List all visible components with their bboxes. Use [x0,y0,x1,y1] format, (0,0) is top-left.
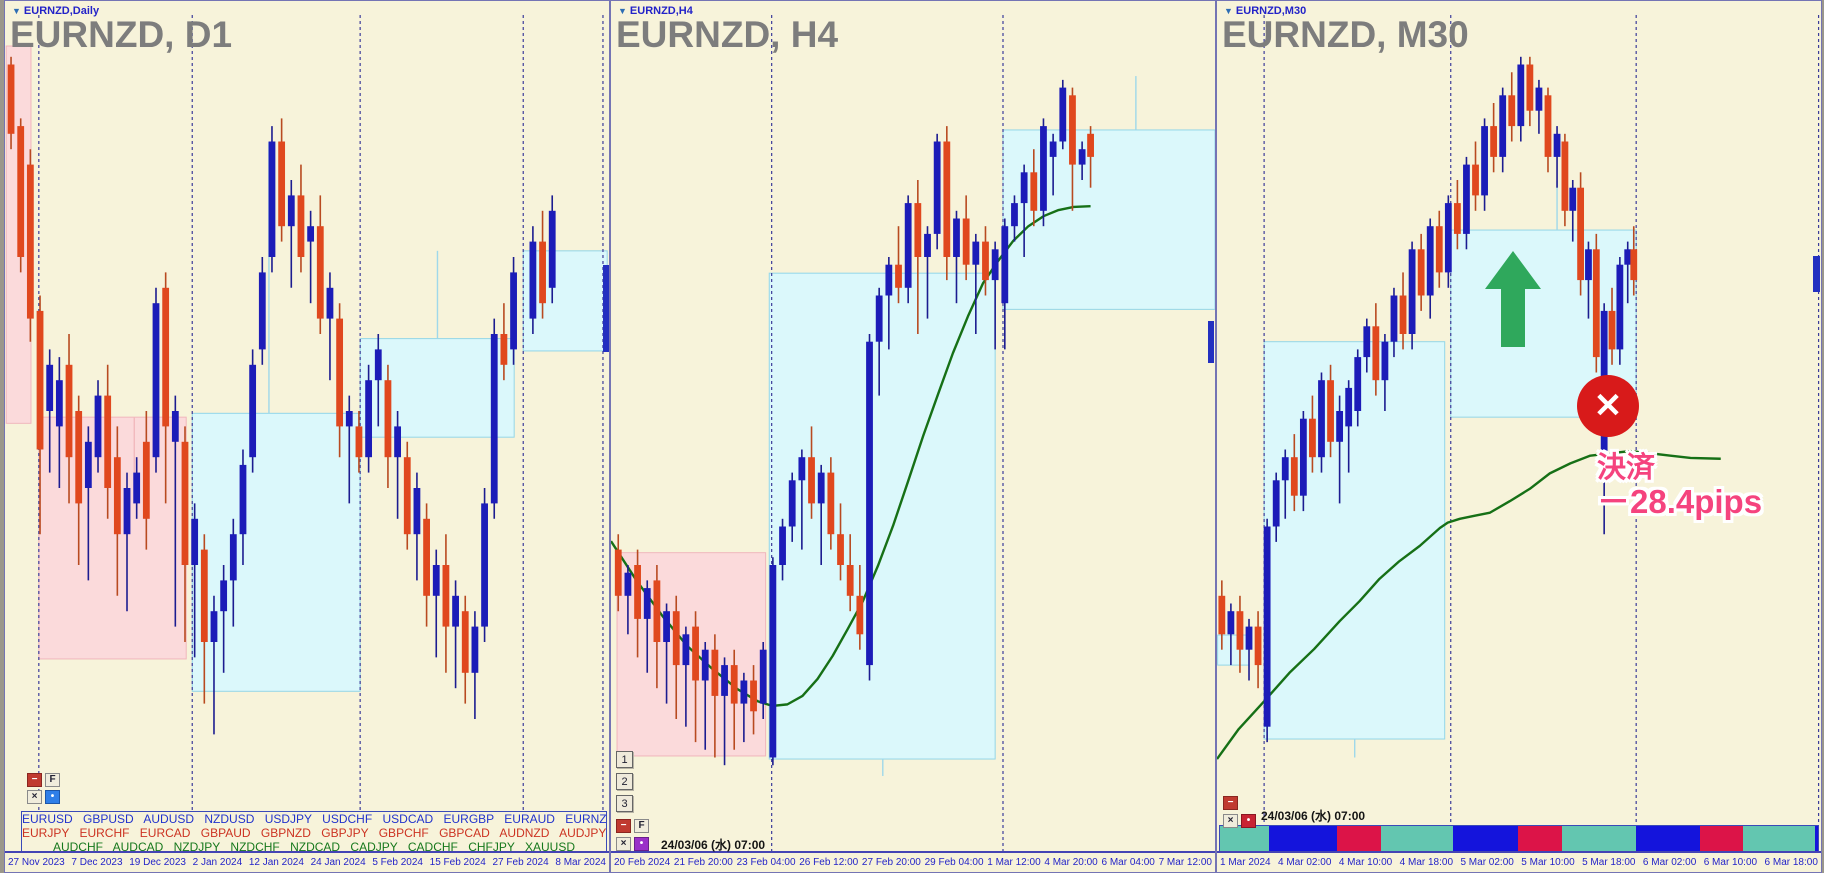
cursor-timestamp: 24/03/06 (水) 07:00 [661,838,766,852]
axis-date-label: 27 Feb 2024 [492,857,549,868]
axis-date-label: 4 Mar 02:00 [1278,857,1332,868]
chart-tab-label: EURNZD,M30 [1235,5,1307,17]
axis-date-label: 27 Feb 20:00 [861,857,921,868]
axis-date-label: 23 Feb 04:00 [736,857,796,868]
fit-button[interactable]: F [634,819,649,833]
candlestick-chart-d1[interactable] [5,1,609,853]
axis-date-label: 7 Mar 12:00 [1158,857,1212,868]
date-axis-m30: 1 Mar 2024 4 Mar 02:00 4 Mar 10:00 4 Mar 18… [1217,851,1821,872]
axis-date-label: 15 Feb 2024 [429,857,486,868]
axis-date-label: 4 Mar 18:00 [1399,857,1454,868]
chevron-down-icon: ▼ [1224,6,1233,16]
collapse-button[interactable]: − [1223,796,1238,810]
chart-panel-h4: ▼ EURNZD,H4 EURNZD, H4 1 2 3 − F × • 24/0… [610,0,1216,873]
axis-date-label: 21 Feb 20:00 [673,857,733,868]
trend-segment-teal [1742,826,1815,851]
buy-entry-arrow-icon [1485,251,1541,347]
chart-title-h4: EURNZD, H4 [616,14,839,55]
axis-date-label: 5 Mar 02:00 [1460,857,1514,868]
axis-date-label: 2 Jan 2024 [192,857,243,868]
axis-date-label: 4 Mar 20:00 [1044,857,1098,868]
trend-segment-red [1517,826,1563,851]
pair-row-majors: EURUSD GBPUSD AUDUSD NZDUSD USDJPY USDCH… [22,812,607,826]
candlestick-chart-m30[interactable] [1217,1,1821,825]
marker-button-purple[interactable]: • [634,837,649,851]
date-axis-d1: 27 Nov 2023 7 Dec 2023 19 Dec 2023 2 Jan 20… [5,851,609,872]
trend-segment-red [1699,826,1743,851]
chart-title-d1: EURNZD, D1 [10,14,233,55]
axis-date-label: 26 Feb 12:00 [799,857,859,868]
collapse-button[interactable]: − [616,819,631,833]
close-icon[interactable]: × [27,790,42,804]
axis-date-label: 24 Jan 2024 [310,857,366,868]
pair-row-crosses: EURJPY EURCHF EURCAD GBPAUD GBPNZD GBPJP… [22,826,607,840]
axis-date-label: 8 Mar 2024 [555,857,606,868]
chart-tab-h4[interactable]: ▼ EURNZD,H4 [618,5,693,17]
chart-title-m30: EURNZD, M30 [1222,14,1469,55]
chevron-down-icon: ▼ [12,6,21,16]
template-button-2[interactable]: 2 [616,773,633,790]
trend-segment-red [1336,826,1382,851]
candlestick-chart-h4[interactable] [611,1,1215,853]
axis-date-label: 7 Dec 2023 [71,857,123,868]
chart-panel-d1: ▼ EURNZD,Daily EURNZD, D1 − F × • EURUSD … [4,0,610,873]
cursor-timestamp: 24/03/06 (水) 07:00 [1261,809,1366,823]
marker-button-red[interactable]: • [1241,814,1256,828]
axis-date-label: 1 Mar 2024 [1220,857,1271,868]
axis-date-label: 27 Nov 2023 [8,857,65,868]
chart-panel-m30: ▼ EURNZD,M30 EURNZD, M30 ✕ 決済 －28.4pips −… [1216,0,1822,873]
axis-date-label: 5 Mar 10:00 [1521,857,1575,868]
exit-annotation: 決済 －28.4pips [1597,452,1763,521]
axis-date-label: 20 Feb 2024 [614,857,671,868]
axis-date-label: 6 Mar 10:00 [1703,857,1758,868]
axis-date-label: 5 Mar 18:00 [1582,857,1636,868]
trend-segment-blue [1814,826,1818,851]
chart-tab-m30[interactable]: ▼ EURNZD,M30 [1224,5,1306,17]
chevron-down-icon: ▼ [618,6,627,16]
axis-date-label: 1 Mar 12:00 [987,857,1041,868]
trend-segment-blue [1269,826,1337,851]
chart-tab-label: EURNZD,H4 [629,5,693,17]
exit-annotation-word: 決済 [1597,452,1656,484]
axis-date-label: 29 Feb 04:00 [924,857,984,868]
trend-segment-teal [1381,826,1454,851]
close-icon[interactable]: × [1223,814,1238,828]
marker-button-blue[interactable]: • [45,790,60,804]
chart-tab-d1[interactable]: ▼ EURNZD,Daily [12,5,99,17]
axis-date-label: 19 Dec 2023 [129,857,186,868]
trend-indicator-strip [1219,825,1819,852]
trend-segment-teal [1220,826,1270,851]
axis-date-label: 6 Mar 04:00 [1101,857,1155,868]
date-axis-h4: 20 Feb 2024 21 Feb 20:00 23 Feb 04:00 26 Fe… [611,851,1215,872]
currency-pair-list[interactable]: EURUSD GBPUSD AUDUSD NZDUSD USDJPY USDCH… [21,811,607,855]
chart-tab-label: EURNZD,Daily [23,5,100,17]
trend-segment-teal [1562,826,1637,851]
axis-date-label: 4 Mar 10:00 [1338,857,1393,868]
axis-date-label: 6 Mar 18:00 [1764,857,1818,868]
trend-segment-blue [1453,826,1518,851]
axis-date-label: 12 Jan 2024 [248,857,304,868]
pair-row-others: AUDCHF AUDCAD NZDJPY NZDCHF NZDCAD CADJP… [52,840,576,854]
template-button-1[interactable]: 1 [616,751,633,768]
trend-segment-blue [1636,826,1700,851]
fit-button[interactable]: F [45,773,60,787]
template-button-3[interactable]: 3 [616,795,633,812]
close-icon[interactable]: × [616,837,631,851]
exit-x-icon: ✕ [1577,375,1639,437]
exit-annotation-pips: －28.4pips [1597,483,1763,521]
collapse-button[interactable]: − [27,773,42,787]
axis-date-label: 6 Mar 02:00 [1642,857,1697,868]
axis-date-label: 5 Feb 2024 [372,857,423,868]
